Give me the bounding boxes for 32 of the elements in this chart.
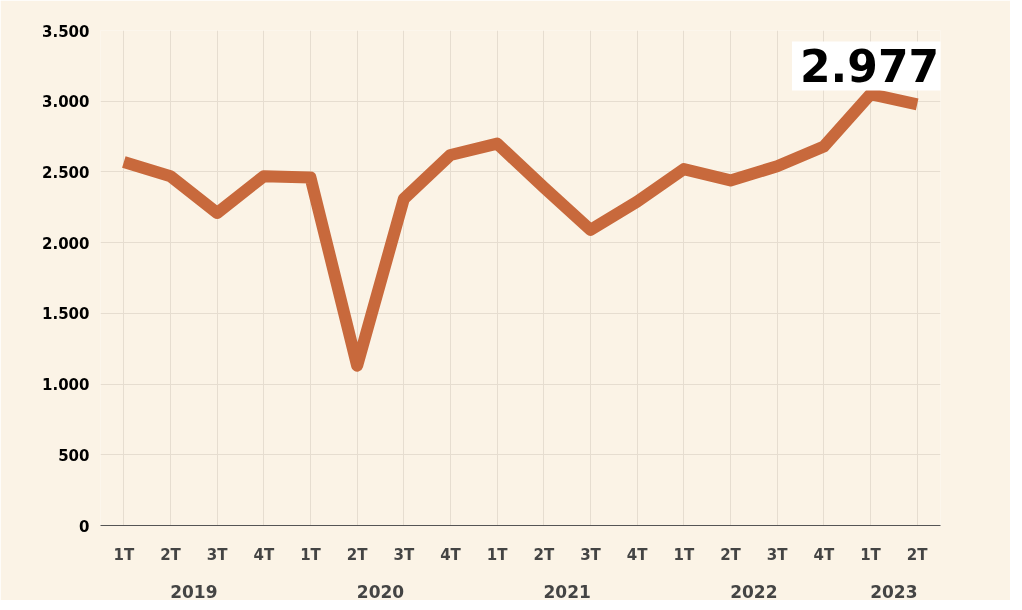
y-tick-label: 1.500 <box>42 305 90 324</box>
x-tick-label: 4T <box>253 545 275 564</box>
data-label: 2.977 <box>799 41 940 93</box>
x-tick-label: 4T <box>626 545 649 564</box>
x-tick-label: 2T <box>346 545 369 564</box>
y-tick-label: 3.000 <box>42 93 90 112</box>
x-tick-label: 1T <box>860 545 882 564</box>
x-tick-label: 3T <box>766 545 789 564</box>
x-tick-label: 2T <box>720 545 742 564</box>
text: 2019 <box>170 581 218 602</box>
y-tick-label: 2.000 <box>42 234 90 253</box>
x-tick-label: 4T <box>440 545 462 564</box>
text: 2022 <box>730 581 778 602</box>
x-tick-label: 2T <box>533 545 555 564</box>
text: 2020 <box>356 581 405 602</box>
y-tick-label: 500 <box>58 446 90 465</box>
y-tick-label: 0 <box>79 517 90 536</box>
y-tick-label: 2.500 <box>42 163 90 182</box>
x-tick-label: 3T <box>580 545 602 564</box>
x-tick-label: 1T <box>300 545 322 564</box>
x-tick-label: 4T <box>813 545 835 564</box>
x-tick-label: 1T <box>113 545 135 564</box>
x-tick-label: 1T <box>673 545 695 564</box>
x-tick-label: 3T <box>393 545 415 564</box>
text: 2021 <box>543 581 591 602</box>
y-tick-label: 3.500 <box>42 22 90 41</box>
x-tick-label: 2T <box>160 545 182 564</box>
x-tick-label: 1T <box>486 545 509 564</box>
text: 2023 <box>870 581 918 602</box>
x-tick-label: 3T <box>206 545 229 564</box>
x-tick-label: 2T <box>906 545 929 564</box>
y-tick-label: 1.000 <box>42 376 90 395</box>
